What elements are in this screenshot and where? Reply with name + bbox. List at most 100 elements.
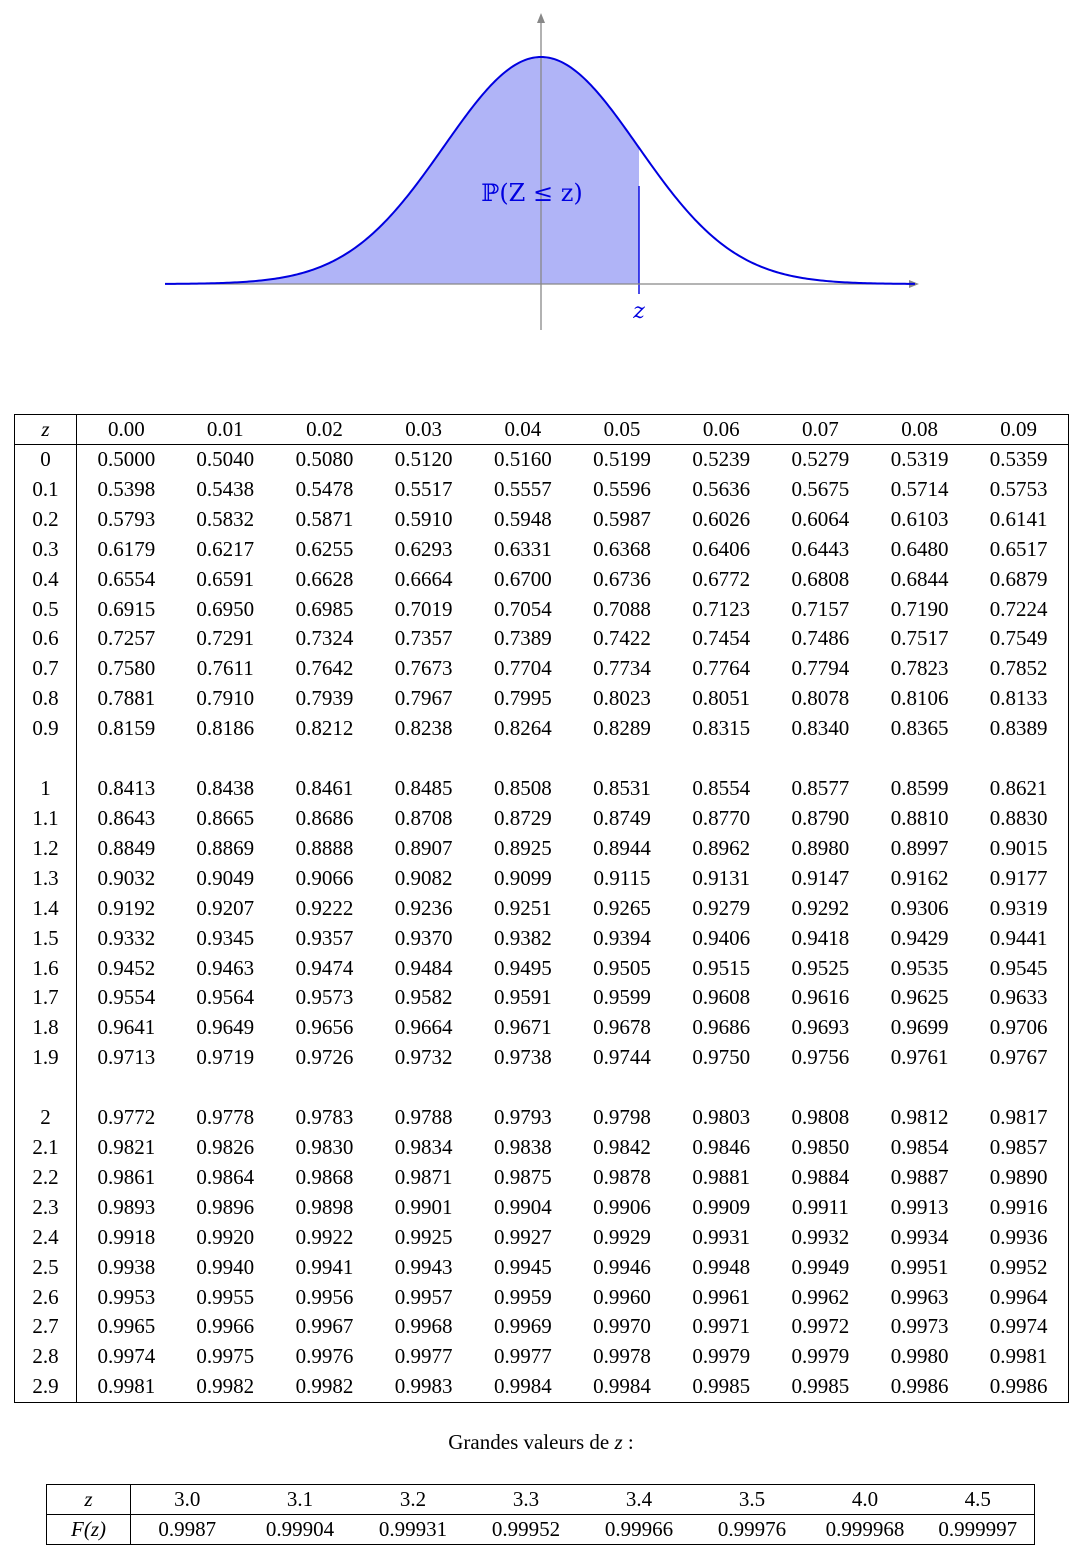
probability-cell: 0.8023 [593,686,651,711]
probability-cell: 0.9115 [593,865,651,890]
table-header-row: z 0.00 0.01 0.02 0.03 0.04 0.05 0.06 0.07 0.08 0.0… [14,414,1069,445]
table-row: 0.9 0.8159 0.8186 0.8212 0.8238 0.8264 0.8289 0… [14,714,1069,745]
table-row: 2.9 0.9981 0.9982 0.9982 0.9983 0.9984 0.9984 0… [14,1372,1069,1403]
probability-cell: 0.9985 [791,1374,850,1399]
probability-cell: 0.5832 [196,506,255,531]
z-value-cell: 0.5 [14,594,77,625]
probability-cell: 0.9099 [493,865,552,890]
probability-cell: 0.6179 [97,536,156,561]
probability-cell: 0.9778 [196,1105,255,1130]
probability-cell: 0.9236 [394,895,453,920]
probability-cell: 0.9671 [493,1015,552,1040]
probability-cell: 0.7357 [394,626,453,651]
caption-text: Grandes valeurs de [448,1430,615,1454]
probability-cell: 0.9292 [791,895,850,920]
z-value-cell: 2.2 [14,1162,77,1193]
probability-cell: 0.9970 [593,1314,651,1339]
probability-cell: 0.9772 [97,1105,156,1130]
probability-cell: 0.6808 [791,566,850,591]
probability-cell: 0.8980 [791,835,850,860]
probability-cell: 0.9941 [295,1254,354,1279]
z-value-cell: 2.6 [14,1282,77,1313]
probability-cell: 0.6915 [97,596,156,621]
probability-cell: 0.7019 [394,596,453,621]
probability-cell: 0.9925 [394,1224,453,1249]
probability-cell: 0.9279 [692,895,751,920]
probability-cell: 0.6985 [295,596,354,621]
table-row: 2.4 0.9918 0.9920 0.9922 0.9925 0.9927 0.9929 0… [14,1222,1069,1253]
probability-cell: 0.9719 [196,1045,255,1070]
probability-cell: 0.7580 [97,656,156,681]
probability-cell: 0.9973 [890,1314,949,1339]
probability-cell: 0.9969 [493,1314,552,1339]
z-value-cell: 1.2 [14,833,77,864]
z-value-cell: 2.8 [14,1342,77,1373]
probability-cell: 0.6026 [692,506,751,531]
table-row: 0.1 0.5398 0.5438 0.5478 0.5517 0.5557 0.5596 0… [14,474,1069,505]
probability-cell: 0.5398 [97,476,156,501]
probability-cell: 0.9535 [890,955,949,980]
table-row: 0 0.5000 0.5040 0.5080 0.5120 0.5160 0.5199 0.5… [14,444,1069,475]
probability-cell: 0.6368 [593,536,651,561]
probability-cell: 0.9756 [791,1045,850,1070]
probability-cell: 0.9177 [989,865,1048,890]
probability-cell: 0.9726 [295,1045,354,1070]
fz-header-cell: F(z) [46,1514,131,1545]
table-row: 0.8 0.7881 0.7910 0.7939 0.7967 0.7995 0.8023 0… [14,684,1069,715]
probability-cell: 0.8159 [97,716,156,741]
probability-cell: 0.9878 [593,1164,651,1189]
probability-cell: 0.8264 [493,716,552,741]
z-value-cell: 2.5 [14,1252,77,1283]
large-z-cell: 3.0 [130,1484,244,1515]
probability-cell: 0.9960 [593,1284,651,1309]
probability-cell: 0.9706 [989,1015,1048,1040]
large-fz-cell: 0.999997 [938,1517,1018,1541]
probability-cell: 0.9357 [295,925,354,950]
probability-cell: 0.9982 [295,1374,354,1399]
z-value-cell: 1.8 [14,1013,77,1044]
probability-cell: 0.9131 [692,865,751,890]
large-fz-row: F(z) 0.9987 0.99904 0.99931 0.99952 0.99966 0… [46,1514,1035,1545]
probability-cell: 0.8238 [394,716,453,741]
probability-cell: 0.9951 [890,1254,949,1279]
probability-cell: 0.5596 [593,476,651,501]
probability-cell: 0.9963 [890,1284,949,1309]
probability-cell: 0.9938 [97,1254,156,1279]
probability-cell: 0.7852 [989,656,1048,681]
z-header-cell: z [46,1484,131,1515]
probability-cell: 0.5714 [890,476,949,501]
probability-cell: 0.9678 [593,1015,651,1040]
table-row: 2.5 0.9938 0.9940 0.9941 0.9943 0.9945 0.9946 0… [14,1252,1069,1283]
caption-suffix: : [622,1430,634,1454]
probability-cell: 0.9767 [989,1045,1048,1070]
large-values-caption: Grandes valeurs de z : [0,1430,1082,1455]
probability-cell: 0.9803 [692,1105,751,1130]
probability-cell: 0.9898 [295,1194,354,1219]
table-row: 2.1 0.9821 0.9826 0.9830 0.9834 0.9838 0.9842 0… [14,1133,1069,1163]
probability-cell: 0.5910 [394,506,453,531]
probability-cell: 0.9945 [493,1254,552,1279]
probability-cell: 0.7486 [791,626,850,651]
z-tick-label: z [632,299,645,324]
probability-cell: 0.9207 [196,895,255,920]
probability-cell: 0.9846 [692,1135,751,1160]
probability-cell: 0.6103 [890,506,949,531]
probability-cell: 0.9972 [791,1314,850,1339]
probability-cell: 0.8577 [791,776,850,801]
probability-cell: 0.5987 [593,506,651,531]
probability-cell: 0.6443 [791,536,850,561]
probability-cell: 0.9793 [493,1105,552,1130]
probability-cell: 0.5080 [295,447,354,471]
probability-cell: 0.8729 [493,805,552,830]
probability-cell: 0.7157 [791,596,850,621]
probability-cell: 0.9929 [593,1224,651,1249]
probability-cell: 0.6950 [196,596,255,621]
probability-cell: 0.5517 [394,476,453,501]
probability-cell: 0.5675 [791,476,850,501]
probability-cell: 0.9332 [97,925,156,950]
probability-cell: 0.9976 [295,1344,354,1369]
probability-cell: 0.9319 [989,895,1048,920]
z-value-cell: 2.9 [14,1372,77,1403]
probability-cell: 0.9901 [394,1194,453,1219]
caption-variable: z [614,1430,623,1454]
